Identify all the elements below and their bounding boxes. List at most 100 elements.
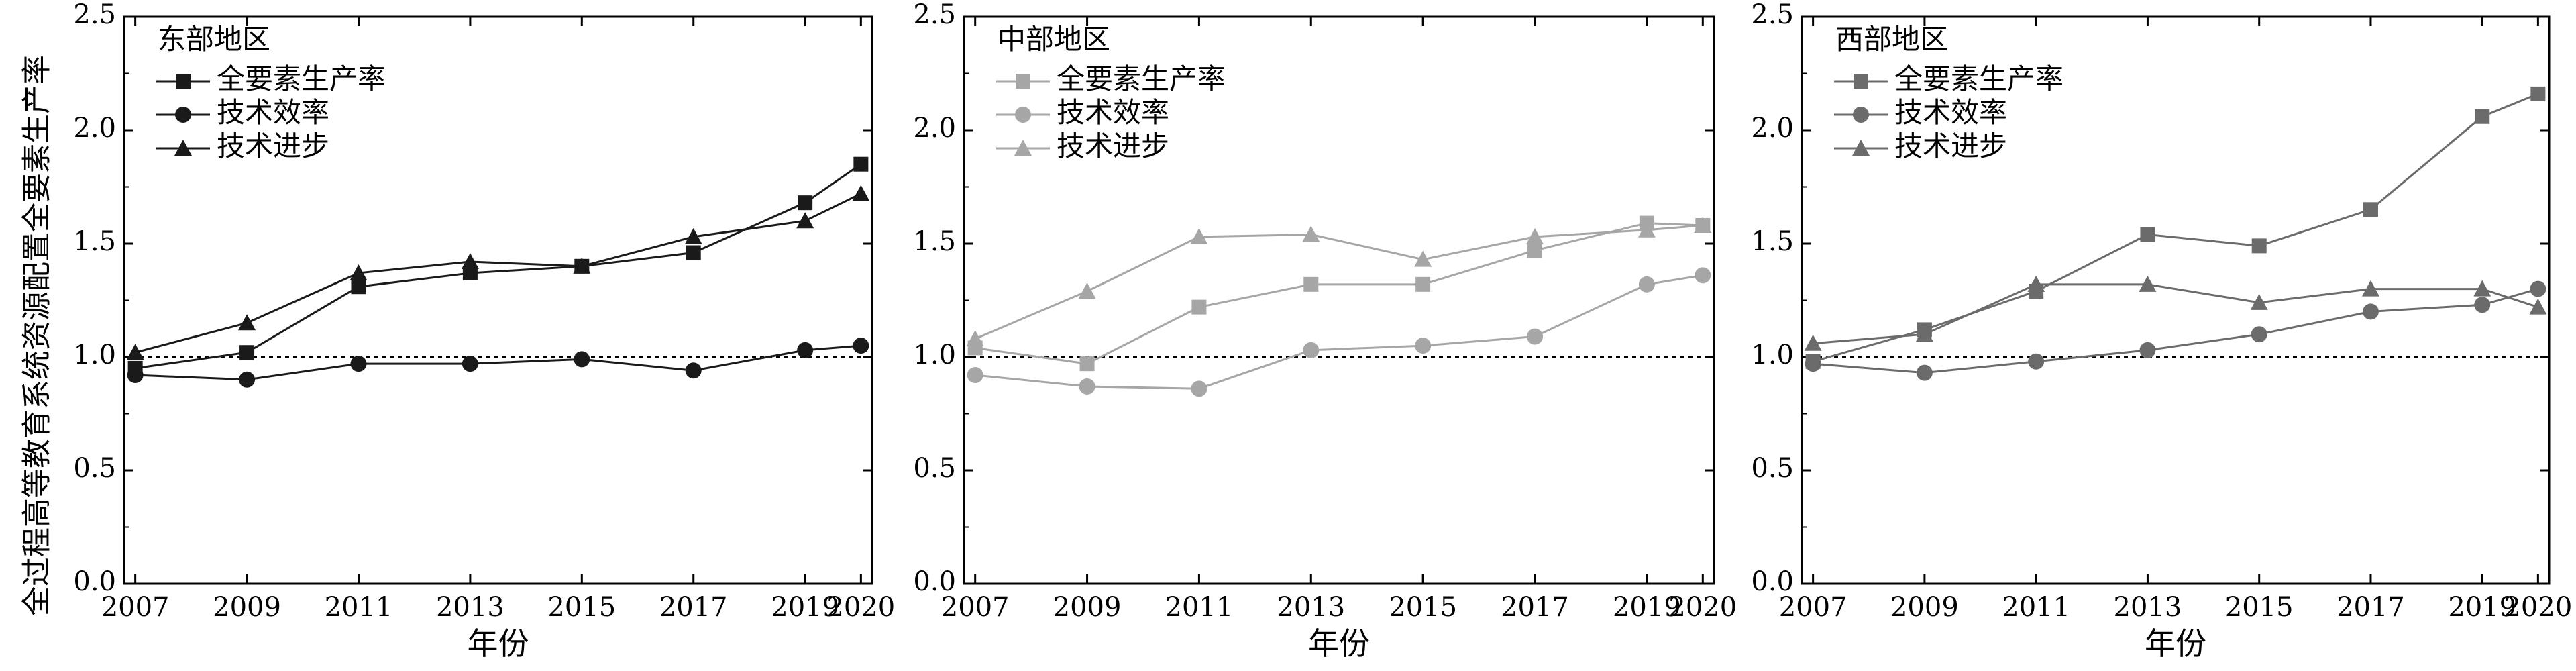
data-point-circle: [1638, 276, 1655, 293]
y-tick-label: 0.0: [913, 566, 956, 597]
legend-label: 技术进步: [217, 130, 329, 162]
x-tick-label: 2015: [1389, 592, 1457, 623]
data-point-triangle: [1915, 325, 1933, 342]
series-line: [135, 163, 862, 370]
series-line: [1813, 288, 2538, 374]
data-point-circle: [2139, 342, 2156, 358]
panel-title: 东部地区: [158, 23, 270, 56]
data-point-square: [1303, 276, 1319, 292]
series-triangle: [126, 185, 870, 360]
data-point-circle: [1527, 328, 1544, 345]
x-tick-label: 2020: [2504, 592, 2572, 623]
chart-panel-1: 0.0 0.5 1.0 1.5 2.0 2.5 2007 2009 2011 2013 2015 20…: [73, 0, 895, 662]
data-point-circle: [2530, 280, 2546, 297]
data-point-circle: [127, 367, 144, 384]
legend-marker-square: [176, 74, 191, 89]
data-point-circle: [1191, 380, 1208, 397]
data-point-triangle: [2361, 280, 2379, 297]
data-point-square: [462, 265, 478, 280]
x-tick-label: 2017: [1501, 592, 1569, 623]
legend-marker-triangle: [174, 140, 192, 156]
data-point-circle: [2474, 297, 2491, 313]
x-tick-label: 2007: [941, 592, 1010, 623]
data-point-triangle: [2250, 293, 2268, 310]
data-point-circle: [1805, 356, 1821, 372]
panel-title: 中部地区: [998, 23, 1110, 56]
x-tick-label: 2007: [101, 592, 170, 623]
data-point-triangle: [573, 257, 591, 274]
y-tick-label: 2.0: [913, 113, 956, 144]
data-point-circle: [1916, 364, 1933, 381]
series-circle: [127, 338, 869, 388]
data-point-triangle: [966, 329, 984, 346]
data-point-square: [351, 279, 366, 295]
legend-marker-circle: [1015, 107, 1031, 123]
x-axis-title: 年份: [1308, 625, 1370, 662]
data-point-triangle: [1804, 334, 1822, 351]
data-point-circle: [1079, 378, 1095, 395]
y-tick-label: 0.5: [73, 453, 116, 484]
x-tick-label: 2009: [1053, 592, 1122, 623]
data-point-square: [2475, 109, 2490, 124]
data-point-triangle: [2139, 275, 2157, 292]
data-point-triangle: [2027, 275, 2045, 292]
data-point-circle: [2028, 353, 2045, 370]
data-point-triangle: [461, 253, 479, 270]
x-tick-label: 2019: [771, 592, 839, 623]
data-point-square: [239, 345, 255, 360]
x-tick-label: 2020: [826, 592, 895, 623]
data-point-square: [2140, 227, 2155, 242]
data-point-circle: [1303, 342, 1320, 358]
series-square: [127, 156, 869, 376]
series-line: [975, 222, 1703, 365]
legend-marker-triangle: [1014, 140, 1032, 156]
data-point-circle: [2251, 326, 2267, 343]
y-tick-label: 1.5: [1751, 226, 1794, 257]
data-point-circle: [1415, 338, 1432, 354]
y-tick-label: 0.5: [913, 453, 956, 484]
legend-label: 技术效率: [1057, 96, 1169, 129]
data-point-triangle: [1302, 225, 1320, 242]
data-point-circle: [967, 367, 983, 384]
legend-label: 技术效率: [1894, 96, 2007, 129]
data-point-circle: [685, 362, 702, 379]
legend-marker-square: [1016, 74, 1030, 89]
data-point-circle: [462, 356, 478, 372]
y-tick-label: 0.5: [1751, 453, 1794, 484]
series-line: [975, 224, 1703, 340]
y-tick-label: 0.0: [73, 566, 116, 597]
y-tick-label: 2.0: [73, 113, 116, 144]
legend-label: 全要素生产率: [1894, 62, 2063, 95]
x-tick-label: 2017: [659, 592, 728, 623]
data-point-square: [2363, 202, 2378, 217]
data-point-square: [1527, 243, 1543, 258]
x-tick-label: 2015: [547, 592, 616, 623]
y-tick-label: 2.5: [913, 0, 956, 30]
series-triangle: [1804, 275, 2547, 351]
y-tick-label: 2.5: [1751, 0, 1794, 30]
series-square: [967, 215, 1711, 372]
data-point-triangle: [1694, 216, 1712, 233]
x-tick-label: 2017: [2337, 592, 2405, 623]
data-point-triangle: [2473, 280, 2491, 297]
series-line: [1813, 283, 2538, 345]
figure-ylabel-group: 全过程高等教育系统资源配置全要素生产率: [20, 55, 54, 616]
data-point-triangle: [126, 344, 144, 360]
data-point-triangle: [1414, 250, 1432, 267]
data-point-square: [1415, 276, 1431, 292]
x-tick-label: 2009: [1890, 592, 1959, 623]
x-tick-label: 2019: [2448, 592, 2516, 623]
data-point-triangle: [350, 264, 368, 280]
data-point-circle: [853, 338, 869, 354]
x-tick-label: 2011: [1165, 592, 1234, 623]
x-tick-label: 2011: [2002, 592, 2070, 623]
y-tick-label: 1.5: [913, 226, 956, 257]
legend-label: 技术进步: [1057, 130, 1169, 162]
legend-marker-circle: [175, 107, 191, 123]
x-tick-label: 2020: [1668, 592, 1737, 623]
series-line: [135, 193, 862, 354]
y-tick-label: 1.5: [73, 226, 116, 257]
